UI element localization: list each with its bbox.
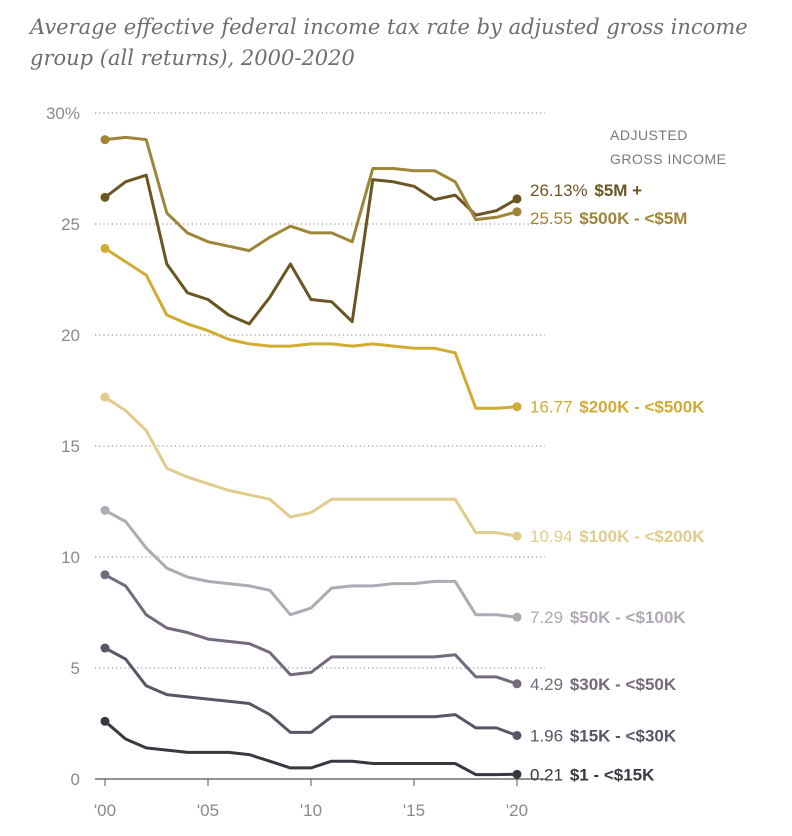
legend-title-line1: ADJUSTED [610, 127, 688, 143]
series-end-label: 1.96 $15K - <$30K [530, 726, 677, 745]
series-end-dot [512, 194, 522, 204]
x-tick-label: '00 [94, 801, 116, 820]
y-tick-label: 20 [61, 326, 80, 345]
series-line [103, 573, 519, 686]
series-line [103, 246, 519, 410]
series-start-dot [100, 716, 110, 726]
x-tick-label: '05 [197, 801, 219, 820]
series-line [103, 135, 519, 253]
series-end-label: 16.77 $200K - <$500K [530, 398, 705, 417]
x-tick-label: '10 [300, 801, 322, 820]
y-tick-label: 30% [46, 104, 80, 123]
series-end-value: 0.21 [530, 765, 568, 784]
series-start-dot [100, 135, 110, 145]
series-name: $30K - <$50K [570, 675, 677, 694]
x-tick-label: '15 [403, 801, 425, 820]
series-line [103, 173, 519, 326]
series-end-dot [512, 612, 522, 622]
x-axis-ticks: '00 '05 '10 '15 '20 [94, 779, 528, 820]
y-tick-label: 25 [61, 215, 80, 234]
series-line [103, 646, 519, 737]
series-start-dot [100, 192, 110, 202]
series-end-value: 16.77 [530, 398, 577, 417]
series-start-dot [100, 570, 110, 580]
series-name: $200K - <$500K [579, 398, 705, 417]
series-start-dot [100, 505, 110, 515]
series-name: $1 - <$15K [570, 765, 655, 784]
series-end-dot [512, 207, 522, 217]
series-end-label: 0.21 $1 - <$15K [530, 765, 655, 784]
x-tick-label: '20 [506, 801, 528, 820]
series-end-dot [512, 531, 522, 541]
series-end-label: 10.94 $100K - <$200K [530, 527, 705, 546]
series-end-value: 4.29 [530, 675, 568, 694]
series-end-label: 4.29 $30K - <$50K [530, 675, 677, 694]
series-name: $5M + [594, 181, 642, 200]
series-line [103, 508, 519, 619]
series-end-value: 25.55 [530, 209, 577, 228]
legend-title-line2: GROSS INCOME [610, 151, 726, 167]
series-end-dot [512, 402, 522, 412]
series-start-dot [100, 392, 110, 402]
series-end-dot [512, 679, 522, 689]
series-line [103, 395, 519, 538]
series-end-value: 1.96 [530, 726, 568, 745]
series-end-dot [512, 769, 522, 779]
series-start-dot [100, 643, 110, 653]
series-name: $15K - <$30K [570, 726, 677, 745]
series-name: $500K - <$5M [579, 209, 687, 228]
series-lines [100, 135, 522, 779]
series-start-dot [100, 243, 110, 253]
y-tick-label: 15 [61, 437, 80, 456]
series-name: $100K - <$200K [579, 527, 705, 546]
series-line [103, 719, 519, 777]
series-end-dot [512, 730, 522, 740]
series-end-label: 26.13% $5M + [530, 181, 642, 200]
chart-title: Average effective federal income tax rat… [30, 15, 748, 70]
series-end-value: 7.29 [530, 608, 568, 627]
end-labels: 26.13% $5M + 25.55 $500K - <$5M 16.77 $200… [530, 181, 705, 784]
series-end-label: 7.29 $50K - <$100K [530, 608, 686, 627]
series-end-value: 10.94 [530, 527, 577, 546]
y-tick-label: 10 [61, 548, 80, 567]
y-tick-label: 5 [71, 659, 80, 678]
series-end-label: 25.55 $500K - <$5M [530, 209, 687, 228]
gridlines [95, 112, 545, 780]
series-name: $50K - <$100K [570, 608, 686, 627]
series-end-value: 26.13% [530, 181, 592, 200]
y-tick-label: 0 [71, 770, 80, 789]
y-axis-ticks: 0 5 10 15 20 25 30% [46, 104, 80, 789]
